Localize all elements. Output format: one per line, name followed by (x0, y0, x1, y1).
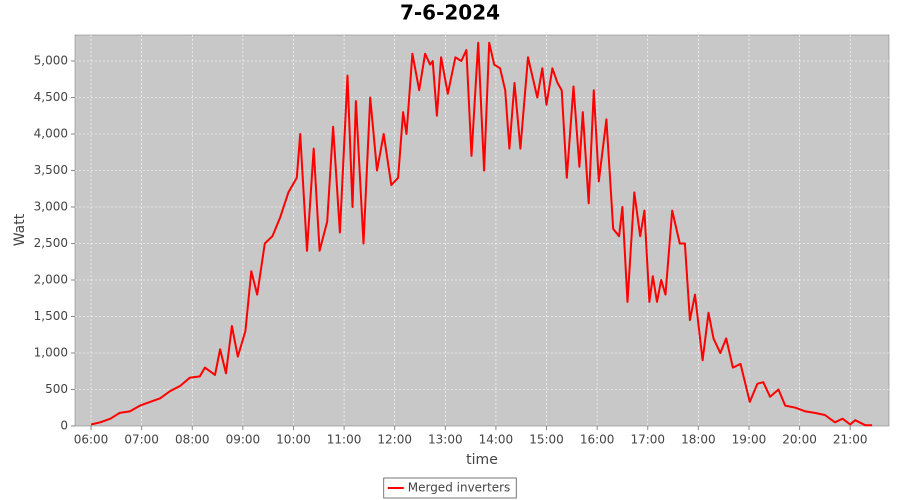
legend: Merged inverters (383, 477, 517, 499)
x-tick-label: 08:00 (175, 433, 210, 447)
series-line (90, 41, 873, 427)
plot-area (74, 34, 890, 427)
y-tick-label: 0 (60, 419, 68, 433)
chart-title: 7-6-2024 (400, 1, 500, 25)
y-tick-label: 1,000 (34, 345, 68, 359)
x-tick-label: 07:00 (124, 433, 159, 447)
x-tick-label: 09:00 (226, 433, 261, 447)
x-tick-label: 13:00 (428, 433, 463, 447)
x-axis-label: time (466, 452, 498, 468)
x-tick-label: 15:00 (529, 433, 564, 447)
x-tick-label: 14:00 (479, 433, 514, 447)
x-tick-label: 12:00 (377, 433, 412, 447)
y-tick-label: 2,500 (34, 236, 68, 250)
x-tick-label: 11:00 (327, 433, 362, 447)
x-tick-label: 21:00 (833, 433, 868, 447)
x-tick-label: 16:00 (580, 433, 615, 447)
x-tick-label: 10:00 (276, 433, 311, 447)
legend-label: Merged inverters (408, 481, 511, 495)
x-tick-label: 19:00 (732, 433, 767, 447)
y-tick-label: 3,500 (34, 163, 68, 177)
y-tick-label: 3,000 (34, 199, 68, 213)
x-tick-label: 06:00 (74, 433, 109, 447)
y-tick-label: 2,000 (34, 272, 68, 286)
y-tick-label: 4,000 (34, 126, 68, 140)
y-tick-label: 4,500 (34, 90, 68, 104)
y-axis-label: Watt (12, 213, 28, 246)
x-tick-label: 17:00 (630, 433, 665, 447)
y-tick-label: 5,000 (34, 53, 68, 67)
x-tick-label: 20:00 (782, 433, 817, 447)
legend-box (383, 477, 517, 499)
y-tick-label: 500 (45, 382, 68, 396)
y-tick-label: 1,500 (34, 309, 68, 323)
x-tick-label: 18:00 (681, 433, 716, 447)
